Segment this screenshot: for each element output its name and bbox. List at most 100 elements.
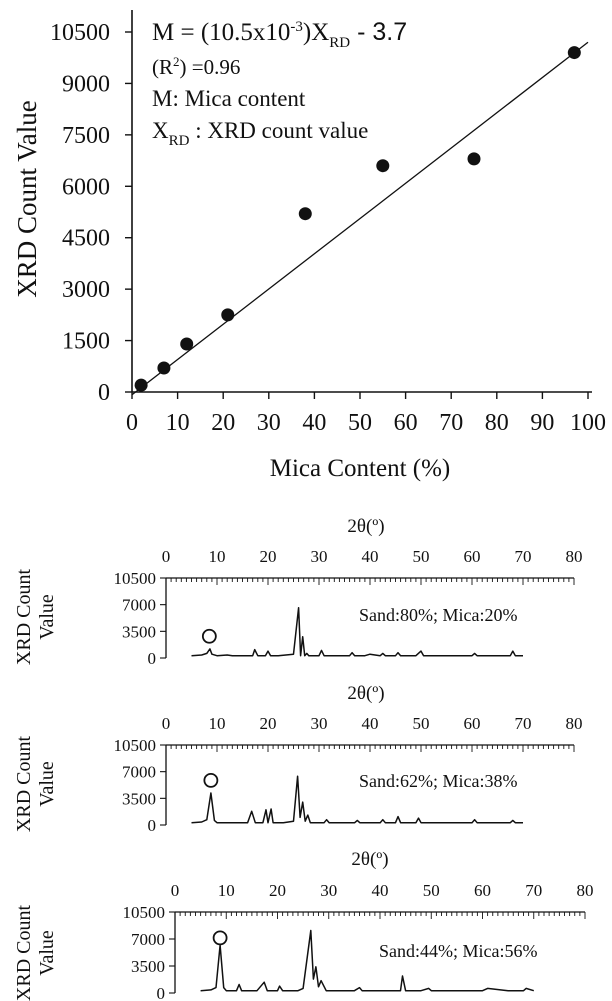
data-point: [157, 361, 171, 375]
top-axis-tick-label: 20: [260, 714, 277, 733]
composition-label: Sand:44%; Mica:56%: [379, 941, 537, 961]
xrd-pattern-line: [191, 606, 523, 657]
mica-peak-marker: [201, 628, 217, 644]
composition-label: Sand:62%; Mica:38%: [359, 771, 517, 791]
y-axis-title-line2: Value: [36, 594, 58, 640]
left-axis-tick-label: 7000: [122, 763, 156, 782]
top-axis-tick-label: 40: [372, 881, 389, 900]
x-tick-label: 30: [257, 410, 281, 436]
y-tick-label: 6000: [62, 174, 110, 200]
y-axis-title: XRD Count Value: [12, 100, 42, 298]
top-axis-tick-label: 50: [413, 547, 430, 566]
r-squared: (R2) =0.96: [152, 54, 240, 79]
x-tick-label: 60: [394, 410, 418, 436]
top-axis-tick-label: 0: [162, 714, 171, 733]
y-axis-title-line1: XRD Count: [13, 735, 35, 832]
top-axis-tick-label: 20: [269, 881, 286, 900]
xrd-definition: XRD : XRD count value: [152, 118, 368, 149]
x-tick-label: 80: [485, 410, 509, 436]
y-axis-title: XRD Count Value: [13, 904, 58, 1001]
y-axis-title-line1: XRD Count: [13, 568, 35, 665]
y-axis-title: XRD Count Value: [13, 735, 58, 832]
xrd-panel-3: 2θ(º) 0 10 20 30 40 50 60 70 80 0 3500 7000 10500 XRD …: [13, 849, 594, 1001]
data-point: [134, 378, 148, 392]
x-tick-label: 90: [530, 410, 554, 436]
x-tick-label: 70: [439, 410, 463, 436]
y-axis-title: XRD Count Value: [13, 568, 58, 665]
top-axis-tick-label: 40: [362, 714, 379, 733]
left-axis-tick-label: 3500: [131, 957, 165, 976]
top-axis-tick-label: 0: [171, 881, 180, 900]
top-axis-tick-label: 10: [209, 547, 226, 566]
top-axis-tick-label: 10: [218, 881, 235, 900]
left-axis-tick-label: 3500: [122, 622, 156, 641]
left-axis-tick-label: 7000: [131, 930, 165, 949]
regression-line: [131, 41, 589, 396]
y-tick-label: 3000: [62, 277, 110, 303]
top-axis-tick-label: 20: [260, 547, 277, 566]
y-axis-title-line1: XRD Count: [13, 904, 35, 1001]
top-axis-tick-label: 70: [515, 547, 532, 566]
xrd-pattern-line: [200, 929, 535, 992]
left-axis-tick-label: 10500: [123, 903, 166, 922]
data-point: [376, 159, 390, 173]
top-axis-tick-label: 80: [566, 547, 583, 566]
y-tick-label: 4500: [62, 226, 110, 252]
y-tick-label: 1500: [62, 329, 110, 355]
xrd-panel-2: 2θ(º) 0 10 20 30 40 50 60 70 80 0 3500 7000 10500 XRD …: [13, 683, 583, 835]
top-axis-tick-label: 60: [474, 881, 491, 900]
top-axis-tick-label: 30: [320, 881, 337, 900]
mica-peak-marker: [203, 772, 219, 788]
left-axis-tick-label: 0: [148, 816, 157, 835]
x-tick-label: 0: [126, 410, 138, 436]
x-axis-title: Mica Content (%): [270, 455, 451, 482]
left-axis-tick-label: 0: [157, 984, 166, 1001]
top-axis-tick-label: 10: [209, 714, 226, 733]
mica-peak-marker: [212, 930, 228, 946]
left-axis-tick-label: 3500: [122, 789, 156, 808]
x-tick-label: 20: [211, 410, 235, 436]
top-axis-tick-label: 70: [525, 881, 542, 900]
top-axis-tick-label: 70: [515, 714, 532, 733]
y-tick-label: 9000: [62, 71, 110, 97]
y-tick-label: 7500: [62, 123, 110, 149]
top-axis-tick-label: 0: [162, 547, 171, 566]
regression-equation: M = (10.5x10-3)XRD - 3.7: [152, 18, 407, 51]
top-axis-tick-label: 60: [464, 714, 481, 733]
y-tick-label: 10500: [50, 20, 110, 46]
top-axis-tick-label: 50: [413, 714, 430, 733]
x-tick-label: 10: [166, 410, 190, 436]
left-axis-tick-label: 7000: [122, 596, 156, 615]
data-point: [180, 337, 194, 351]
y-axis-title-line2: Value: [36, 930, 58, 976]
y-axis-title-line2: Value: [36, 761, 58, 807]
xrd-pattern-line: [191, 775, 523, 824]
top-axis-tick-label: 30: [311, 714, 328, 733]
data-point: [298, 207, 312, 221]
x-tick-label: 50: [348, 410, 372, 436]
two-theta-title: 2θ(º): [351, 849, 388, 870]
left-axis-tick-label: 10500: [114, 736, 157, 755]
mica-definition: M: Mica content: [152, 86, 306, 111]
two-theta-title: 2θ(º): [347, 516, 384, 537]
top-axis-tick-label: 60: [464, 547, 481, 566]
two-theta-title: 2θ(º): [347, 683, 384, 704]
data-point: [221, 308, 235, 322]
x-tick-label: 40: [302, 410, 326, 436]
y-tick-label: 0: [98, 380, 110, 406]
x-tick-label: 100: [570, 410, 606, 436]
scatter-chart: 0 10 20 30 40 50 60 70 80 90 100 0 1500 3000 4500 6000 7…: [12, 10, 606, 482]
xrd-panel-1: 2θ(º) 0 10 20 30 40 50 60 70 80 0 3500 7000 10500 XRD …: [13, 516, 583, 668]
top-axis-tick-label: 40: [362, 547, 379, 566]
equation-annotation: M = (10.5x10-3)XRD - 3.7 (R2) =0.96 M: Mic…: [152, 18, 407, 149]
left-axis-tick-label: 10500: [114, 569, 157, 588]
top-axis-tick-label: 80: [566, 714, 583, 733]
composition-label: Sand:80%; Mica:20%: [359, 605, 517, 625]
left-axis-tick-label: 0: [148, 649, 157, 668]
data-point: [467, 152, 481, 166]
top-axis-tick-label: 80: [577, 881, 594, 900]
top-axis-tick-label: 30: [311, 547, 328, 566]
top-axis-tick-label: 50: [423, 881, 440, 900]
data-point: [567, 46, 581, 60]
